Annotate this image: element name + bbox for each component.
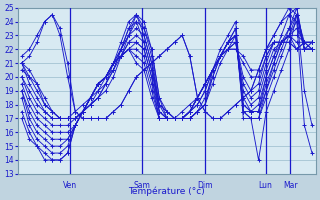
Text: Sam: Sam xyxy=(134,181,151,190)
Text: Lun: Lun xyxy=(259,181,273,190)
Text: Ven: Ven xyxy=(63,181,77,190)
Text: Mar: Mar xyxy=(283,181,298,190)
Text: Dim: Dim xyxy=(197,181,212,190)
X-axis label: Température (°c): Température (°c) xyxy=(129,186,205,196)
